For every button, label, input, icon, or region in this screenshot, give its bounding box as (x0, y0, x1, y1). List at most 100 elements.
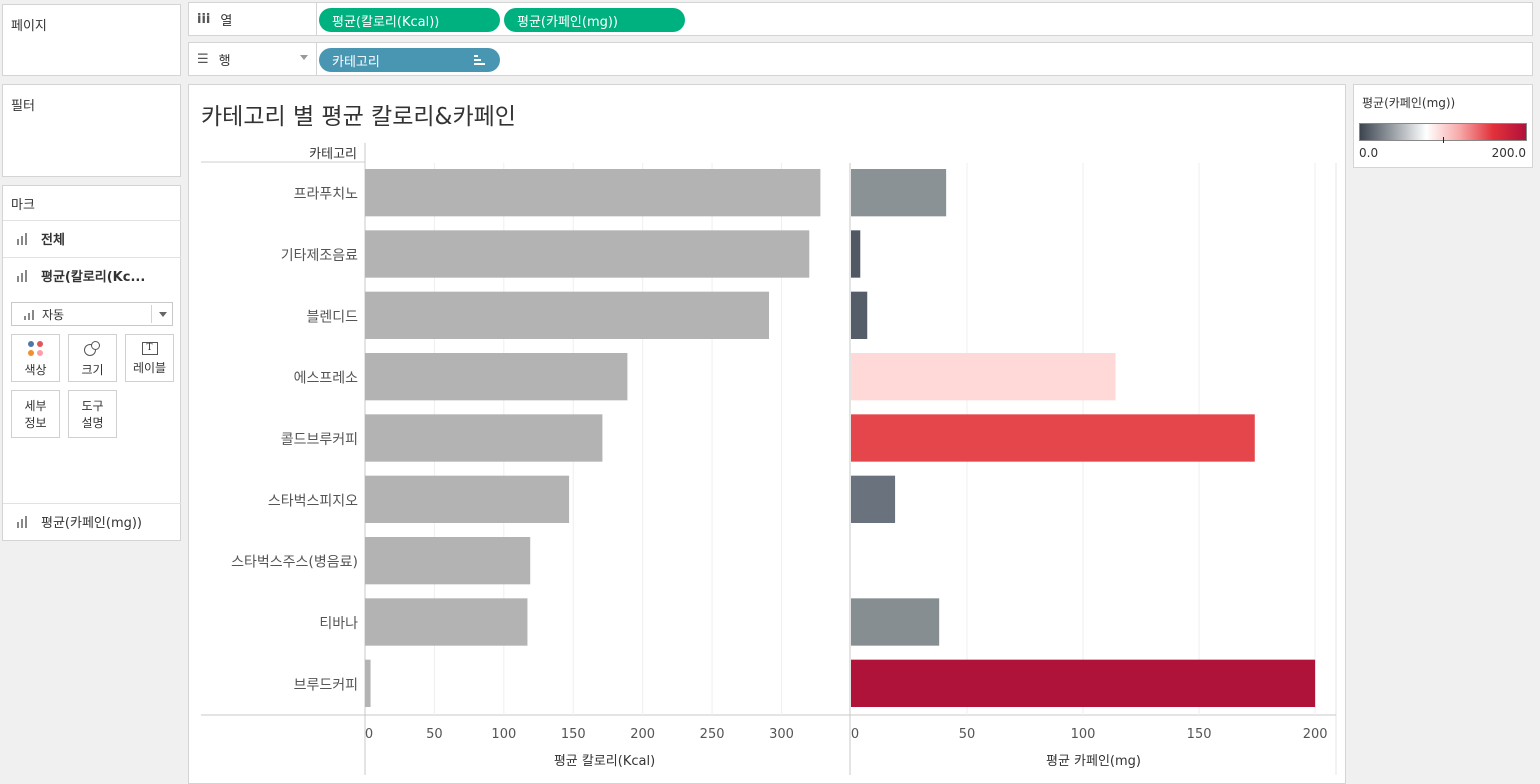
caffeine-tick-label: 150 (1187, 727, 1212, 742)
caffeine-bar (851, 598, 940, 646)
tooltip-button[interactable]: 도구 설명 (68, 390, 117, 438)
calorie-bar (365, 169, 821, 217)
tooltip-label-line1: 도구 (81, 399, 104, 413)
caffeine-bar (851, 659, 1316, 707)
caffeine-bar (851, 291, 868, 339)
calorie-bar (365, 353, 628, 401)
color-icon (27, 341, 45, 357)
category-label: 브루드커피 (294, 677, 358, 693)
marks-card: 마크 전체 평균(칼로리(Kc... 자동 색상 크기 T 레이블 세부 정 (2, 185, 181, 541)
caffeine-tick-label: 100 (1071, 727, 1096, 742)
caffeine-axis-title: 평균 카페인(mg) (1046, 754, 1141, 769)
mark-type-dropdown[interactable]: 자동 (11, 302, 173, 326)
legend-title: 평균(카페인(mg)) (1362, 96, 1456, 110)
mark-type-value: 자동 (42, 307, 65, 322)
dropdown-divider (151, 305, 152, 323)
marks-title: 마크 (11, 198, 35, 213)
caffeine-bar (851, 475, 896, 523)
marks-all-label: 전체 (41, 233, 65, 248)
label-button[interactable]: T 레이블 (125, 334, 174, 382)
category-label: 블렌디드 (306, 309, 358, 325)
viz-view: 카테고리 별 평균 칼로리&카페인 0 50 100 150 200 250 300 평균 칼… (188, 84, 1346, 784)
filters-title: 필터 (11, 99, 35, 114)
calorie-tick-label: 300 (769, 727, 794, 742)
rows-shelf-header: ☰ 행 (189, 43, 317, 75)
calorie-bar (365, 414, 603, 462)
columns-shelf-header: iii 열 (189, 3, 317, 35)
category-label: 프라푸치노 (294, 187, 359, 203)
color-label: 색상 (24, 363, 47, 377)
bar-chart-icon (24, 308, 34, 320)
calorie-tick-label: 50 (426, 727, 443, 742)
caffeine-tick-label: 200 (1303, 727, 1328, 742)
row-pill-category[interactable]: 카테고리 (319, 48, 500, 72)
calorie-tick-label: 0 (365, 727, 373, 742)
caffeine-bar (851, 169, 947, 217)
row-header-label: 카테고리 (309, 147, 357, 162)
caffeine-bar (851, 414, 1255, 462)
view-title: 카테고리 별 평균 칼로리&카페인 (201, 104, 516, 130)
calorie-bar (365, 475, 570, 523)
marks-calorie-label: 평균(칼로리(Kc... (41, 270, 146, 285)
bar-chart-icon (17, 232, 27, 245)
label-label: 레이블 (132, 361, 167, 375)
category-label: 티바나 (319, 616, 358, 632)
columns-shelf[interactable]: iii 열 평균(칼로리(Kcal)) 평균(카페인(mg)) (188, 2, 1533, 36)
bar-chart: 0 50 100 150 200 250 300 평균 칼로리(Kcal) 0 50 100 150 2… (201, 143, 1337, 775)
calorie-bar (365, 659, 371, 707)
tooltip-label-line2: 설명 (81, 416, 104, 430)
chevron-down-icon (159, 312, 167, 317)
color-field-pill[interactable]: 평균(카페인(mg)) (3, 503, 181, 539)
text-label-icon: T (141, 342, 158, 355)
calorie-bar (365, 291, 770, 339)
column-pill-caffeine[interactable]: 평균(카페인(mg)) (504, 8, 685, 32)
category-label: 에스프레소 (294, 371, 359, 387)
marks-calorie-tab[interactable]: 평균(칼로리(Kc... (3, 257, 181, 293)
rows-icon: ☰ (197, 51, 209, 67)
detail-button[interactable]: 세부 정보 (11, 390, 60, 438)
calorie-tick-label: 200 (630, 727, 655, 742)
legend-midpoint-marker (1443, 137, 1444, 143)
calorie-tick-label: 150 (561, 727, 586, 742)
column-pill-calorie-label: 평균(칼로리(Kcal)) (332, 14, 440, 30)
sort-descending-icon[interactable] (474, 55, 486, 65)
size-icon (83, 341, 102, 357)
filters-shelf[interactable]: 필터 (2, 84, 181, 177)
calorie-axis-title: 평균 칼로리(Kcal) (554, 754, 655, 769)
column-pill-caffeine-label: 평균(카페인(mg)) (517, 14, 619, 30)
color-field-label: 평균(카페인(mg)) (41, 516, 143, 531)
columns-label: 열 (220, 13, 233, 29)
chevron-down-icon[interactable] (300, 55, 308, 60)
bar-chart-icon (17, 269, 27, 282)
category-label: 콜드브루커피 (281, 432, 358, 448)
rows-shelf[interactable]: ☰ 행 카테고리 (188, 42, 1533, 76)
bar-chart-icon (17, 515, 27, 528)
caffeine-bar (851, 353, 1116, 401)
detail-label-line1: 세부 (24, 399, 47, 413)
caffeine-tick-label: 0 (851, 727, 859, 742)
rows-label: 행 (218, 53, 231, 69)
row-pill-category-label: 카테고리 (332, 54, 380, 70)
marks-all-tab[interactable]: 전체 (3, 220, 181, 256)
calorie-bar (365, 230, 810, 278)
calorie-tick-label: 250 (700, 727, 725, 742)
calorie-bar (365, 537, 531, 585)
category-label: 스타벅스주스(병음료) (231, 555, 358, 571)
legend-max-label: 200.0 (1491, 146, 1526, 160)
column-pill-calorie[interactable]: 평균(칼로리(Kcal)) (319, 8, 500, 32)
columns-icon: iii (197, 11, 211, 27)
pages-shelf[interactable]: 페이지 (2, 4, 181, 76)
color-button[interactable]: 색상 (11, 334, 60, 382)
calorie-tick-label: 100 (491, 727, 516, 742)
category-label: 기타제조음료 (281, 248, 358, 264)
pages-title: 페이지 (11, 19, 47, 34)
size-label: 크기 (81, 363, 104, 377)
caffeine-bar (851, 230, 861, 278)
detail-label-line2: 정보 (24, 416, 47, 430)
size-button[interactable]: 크기 (68, 334, 117, 382)
calorie-bar (365, 598, 528, 646)
caffeine-tick-label: 50 (959, 727, 976, 742)
legend-min-label: 0.0 (1359, 146, 1379, 160)
color-legend: 평균(카페인(mg)) 0.0 200.0 (1353, 84, 1533, 168)
category-label: 스타벅스피지오 (268, 493, 358, 509)
